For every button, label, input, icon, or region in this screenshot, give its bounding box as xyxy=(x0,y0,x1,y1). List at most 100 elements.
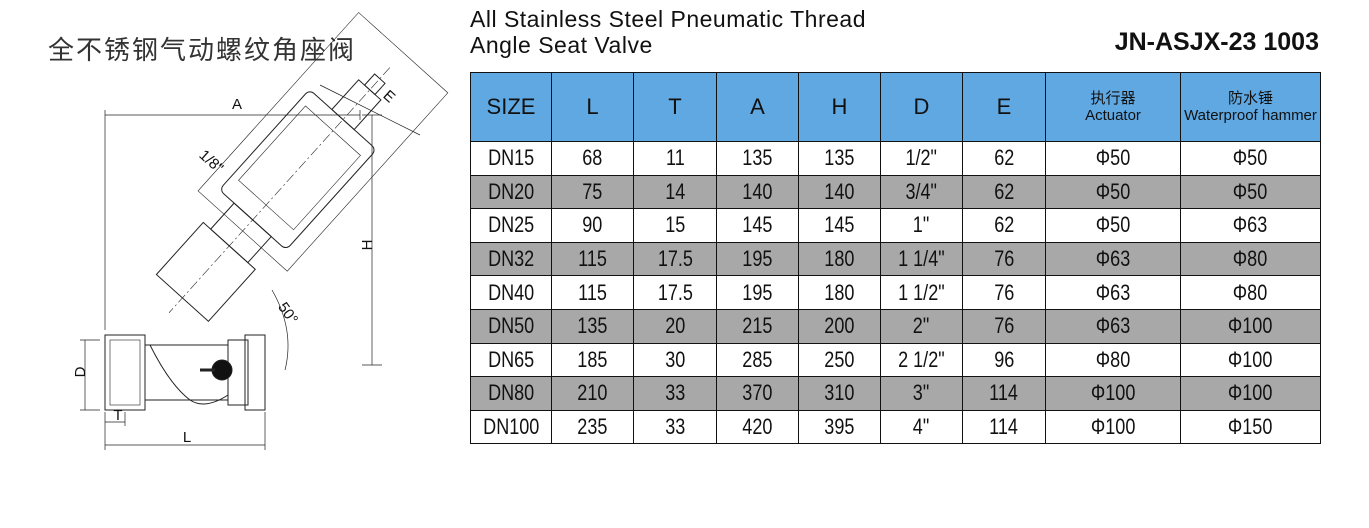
table-cell: Φ100 xyxy=(1180,308,1321,344)
table-row: DN40 115 17.5 195 180 1 1/2" 76 Φ63 Φ80 xyxy=(470,275,1321,310)
cell-text: Φ100 xyxy=(1090,380,1136,406)
table-cell: 195 xyxy=(716,241,799,277)
cell-text: 4" xyxy=(913,414,930,440)
table-cell: 62 xyxy=(962,208,1046,243)
cell-text: DN32 xyxy=(487,246,535,272)
table-row: DN32 115 17.5 195 180 1 1/4" 76 Φ63 Φ80 xyxy=(470,241,1321,277)
header-cn: 执行器 xyxy=(1090,90,1136,107)
table-cell: Φ63 xyxy=(1045,308,1181,344)
header-row: SIZE L T A H D E 执行器 Actuator 防水锤 Waterproof hamme… xyxy=(470,72,1321,142)
table-cell: 370 xyxy=(716,376,799,411)
table-cell: 1" xyxy=(880,208,963,243)
table-cell: Φ50 xyxy=(1045,141,1181,176)
table-cell: 2" xyxy=(880,308,963,344)
cell-text: DN15 xyxy=(487,145,535,171)
cell-text: 135 xyxy=(824,145,855,171)
cell-text: Φ50 xyxy=(1095,212,1131,238)
table-cell: 33 xyxy=(633,409,717,445)
table-cell: 11 xyxy=(633,141,717,176)
column-header: SIZE xyxy=(470,72,552,142)
dimension-label: L xyxy=(183,429,191,446)
table-cell: 135 xyxy=(798,141,881,176)
table-cell: 145 xyxy=(716,208,799,243)
column-header: T xyxy=(633,72,717,142)
cell-text: Φ100 xyxy=(1228,346,1273,372)
table-cell: 17.5 xyxy=(633,241,717,277)
cell-text: 180 xyxy=(824,279,855,305)
table-cell: 114 xyxy=(962,409,1046,445)
table-row: DN50 135 20 215 200 2" 76 Φ63 Φ100 xyxy=(470,308,1321,344)
cell-text: 3/4" xyxy=(905,178,938,204)
dimension-label: E xyxy=(380,87,399,106)
cell-text: DN50 xyxy=(487,313,535,339)
title-line: All Stainless Steel Pneumatic Thread xyxy=(470,6,866,32)
table-cell: Φ80 xyxy=(1045,342,1181,378)
cell-text: 1" xyxy=(913,212,930,238)
cell-text: 310 xyxy=(824,380,855,406)
cell-text: 235 xyxy=(577,414,608,440)
table-cell: Φ80 xyxy=(1180,241,1321,277)
cell-text: Φ100 xyxy=(1090,414,1136,440)
cell-text: 2" xyxy=(913,313,930,339)
header-cn: 防水锤 xyxy=(1227,90,1273,107)
table-cell: 2 1/2" xyxy=(880,342,963,378)
cell-text: 30 xyxy=(664,346,686,372)
table-cell: 90 xyxy=(551,208,634,243)
table-cell: DN25 xyxy=(470,208,552,243)
cell-text: Φ100 xyxy=(1228,313,1273,339)
cell-text: 90 xyxy=(582,212,603,238)
column-header: 执行器 Actuator xyxy=(1045,72,1181,142)
table-cell: Φ50 xyxy=(1045,208,1181,243)
header-en: Actuator xyxy=(1085,107,1141,124)
header-en: Waterproof hammer xyxy=(1184,107,1317,124)
table-cell: 17.5 xyxy=(633,275,717,310)
table-cell: Φ63 xyxy=(1180,208,1321,243)
table-cell: Φ63 xyxy=(1045,241,1181,277)
table-cell: 180 xyxy=(798,275,881,310)
title: All Stainless Steel Pneumatic Thread Angl… xyxy=(470,6,866,58)
table-cell: 180 xyxy=(798,241,881,277)
chinese-title: 全不锈钢气动螺纹角座阀 xyxy=(48,36,357,66)
cell-text: 215 xyxy=(742,313,773,339)
table-cell: 285 xyxy=(716,342,799,378)
table-cell: Φ50 xyxy=(1045,174,1181,210)
valve-body xyxy=(104,334,266,411)
cell-text: DN20 xyxy=(487,178,535,204)
table-row: DN65 185 30 285 250 2 1/2" 96 Φ80 Φ100 xyxy=(470,342,1321,378)
cell-text: 185 xyxy=(577,346,608,372)
model-number: JN-ASJX-23 1003 xyxy=(1114,28,1319,56)
cell-text: Φ80 xyxy=(1233,279,1268,305)
table-cell: DN50 xyxy=(470,308,552,344)
table-cell: DN32 xyxy=(470,241,552,277)
cell-text: DN65 xyxy=(487,346,535,372)
dimension-lines xyxy=(80,84,421,450)
cell-text: 200 xyxy=(824,313,855,339)
cell-text: DN100 xyxy=(482,414,540,440)
table-cell: 33 xyxy=(633,376,717,411)
column-header: A xyxy=(716,72,799,142)
cell-text: 33 xyxy=(664,414,686,440)
cell-text: 370 xyxy=(742,380,773,406)
cell-text: Φ63 xyxy=(1095,246,1131,272)
table-cell: Φ150 xyxy=(1180,409,1321,445)
cell-text: 395 xyxy=(824,414,855,440)
cell-text: 75 xyxy=(582,178,603,204)
table-cell: 420 xyxy=(716,409,799,445)
table-cell: 135 xyxy=(551,308,634,344)
table-cell: 68 xyxy=(551,141,634,176)
table-cell: 14 xyxy=(633,174,717,210)
spec-table: SIZE L T A H D E 执行器 Actuator 防水锤 Waterproof hamme… xyxy=(470,72,1321,445)
cell-text: 195 xyxy=(742,246,773,272)
cell-text: 11 xyxy=(665,145,685,171)
cell-text: 76 xyxy=(993,246,1015,272)
cell-text: 250 xyxy=(824,346,855,372)
table-cell: Φ100 xyxy=(1045,409,1181,445)
cell-text: DN40 xyxy=(487,279,535,305)
table-cell: DN65 xyxy=(470,342,552,378)
cell-text: Φ150 xyxy=(1228,414,1273,440)
table-cell: 310 xyxy=(798,376,881,411)
table-cell: 115 xyxy=(551,241,634,277)
cell-text: 285 xyxy=(742,346,773,372)
cell-text: 115 xyxy=(578,279,607,305)
cell-text: 114 xyxy=(989,380,1019,406)
